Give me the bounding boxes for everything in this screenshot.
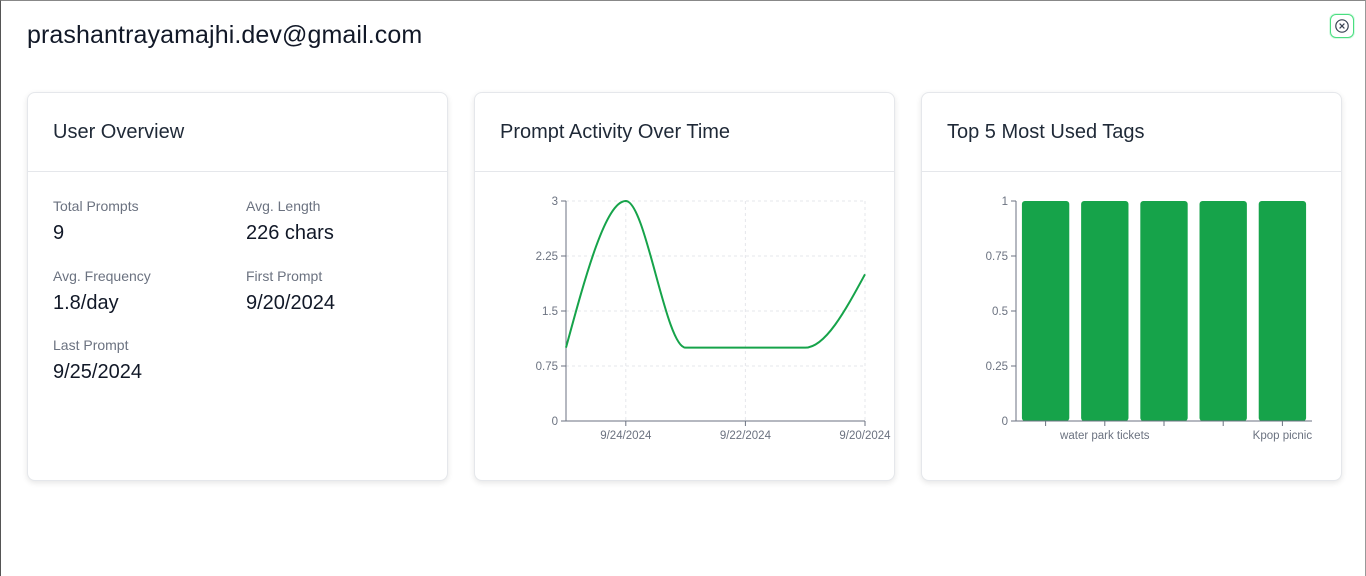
stat-value: 1.8/day	[53, 292, 119, 314]
y-tick-label: 0.75	[536, 361, 558, 373]
stat-avg-frequency: Avg. Frequency 1.8/day	[53, 268, 151, 315]
close-icon	[1335, 19, 1349, 33]
close-button[interactable]	[1330, 14, 1354, 38]
y-tick-label: 1	[1002, 196, 1008, 208]
card-title: Prompt Activity Over Time	[500, 120, 731, 143]
x-tick-label: 9/20/2024	[839, 430, 891, 442]
stat-last-prompt: Last Prompt 9/25/2024	[53, 337, 142, 384]
user-overview-card: User Overview Total Prompts 9 Avg. Lengt…	[27, 92, 448, 481]
bar	[1021, 201, 1070, 421]
y-tick-label: 0.5	[992, 306, 1008, 318]
y-tick-label: 0	[1002, 416, 1008, 428]
y-tick-label: 0	[552, 416, 558, 428]
card-title: Top 5 Most Used Tags	[947, 120, 1145, 143]
stat-label: Avg. Length	[246, 198, 321, 214]
stat-label: First Prompt	[246, 268, 323, 284]
x-tick-label: Kpop picnic	[1253, 430, 1313, 442]
card-title: User Overview	[53, 120, 185, 143]
stat-value: 9	[53, 222, 65, 244]
stat-first-prompt: First Prompt 9/20/2024	[246, 268, 335, 315]
y-tick-label: 0.75	[986, 251, 1008, 263]
bar	[1140, 201, 1188, 421]
bar	[1081, 201, 1129, 421]
card-header: Top 5 Most Used Tags	[922, 93, 1341, 172]
y-tick-label: 2.25	[536, 251, 558, 263]
prompt-activity-line-chart: 0 0.75 1.5 2.25 3 9/24/2024 9/22/2024 9/20/2024	[536, 196, 892, 442]
x-tick-label: water park tickets	[1059, 430, 1150, 442]
stat-avg-length: Avg. Length 226 chars	[246, 198, 334, 245]
top-tags-card: Top 5 Most Used Tags 0 0.25 0.5 0.75 1 water …	[921, 92, 1342, 481]
card-header: Prompt Activity Over Time	[475, 93, 894, 172]
bar	[1199, 201, 1247, 421]
stat-value: 9/25/2024	[53, 361, 142, 383]
y-tick-label: 3	[552, 196, 558, 208]
stat-value: 226 chars	[246, 222, 334, 244]
modal-title: prashantrayamajhi.dev@gmail.com	[27, 21, 423, 49]
series-line	[565, 199, 866, 349]
x-tick-label: 9/22/2024	[720, 430, 772, 442]
stat-value: 9/20/2024	[246, 292, 335, 314]
y-tick-label: 0.25	[986, 361, 1008, 373]
bar	[1258, 201, 1307, 421]
stat-label: Avg. Frequency	[53, 268, 151, 284]
stat-label: Total Prompts	[53, 198, 139, 214]
y-tick-label: 1.5	[542, 306, 558, 318]
stat-label: Last Prompt	[53, 337, 129, 353]
stat-total-prompts: Total Prompts 9	[53, 198, 139, 245]
card-header: User Overview	[28, 93, 447, 172]
prompt-activity-card: Prompt Activity Over Time 0 0.75 1.5 2.25 3 9…	[474, 92, 895, 481]
x-tick-label: 9/24/2024	[600, 430, 652, 442]
top-tags-bar-chart: 0 0.25 0.5 0.75 1 water park tickets Kpop picn…	[986, 196, 1313, 442]
